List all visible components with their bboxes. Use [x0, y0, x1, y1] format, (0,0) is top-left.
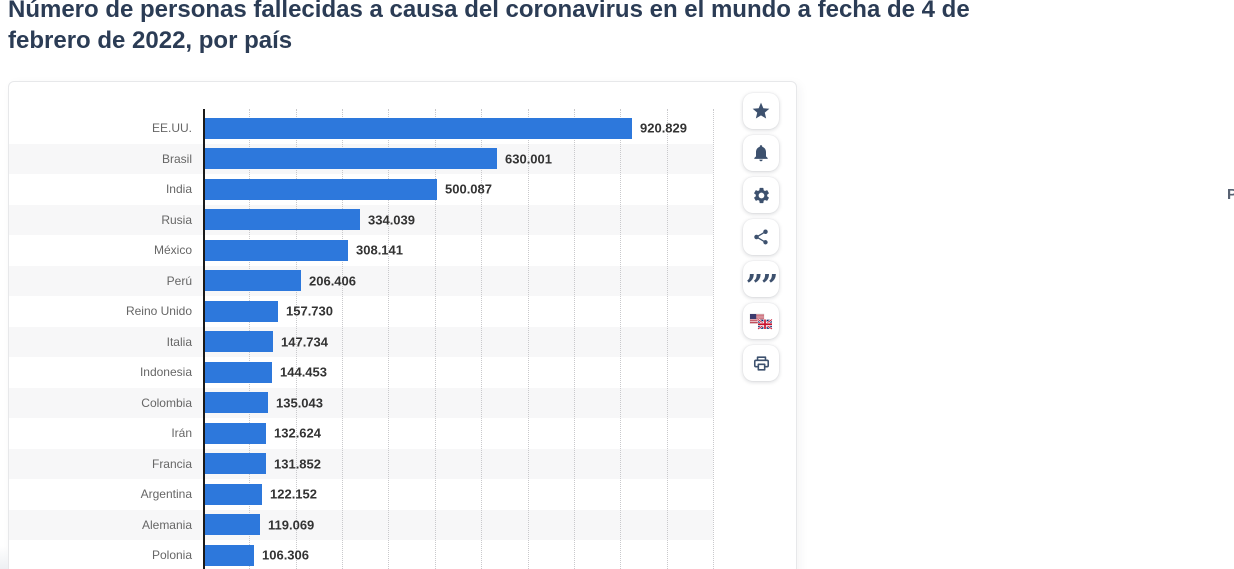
bar — [205, 270, 301, 292]
chart-row: Reino Unido 157.730 — [9, 296, 713, 327]
plot-cell: 131.852 — [203, 449, 713, 480]
plot-cell: 920.829 — [203, 113, 713, 144]
category-label: Italia — [166, 334, 192, 349]
bar — [205, 453, 266, 475]
bar — [205, 544, 254, 566]
category-label: Argentina — [140, 487, 192, 502]
bar-chart: EE.UU. 920.829 Brasil 630.001 India 500.087 Ru… — [9, 113, 713, 569]
plot-cell: 206.406 — [203, 266, 713, 297]
category-label: Brasil — [161, 151, 192, 166]
chart-row: Indonesia 144.453 — [9, 357, 713, 388]
favorite-button[interactable] — [743, 93, 779, 129]
plot-cell: 334.039 — [203, 205, 713, 236]
bar — [205, 514, 260, 536]
cite-button[interactable]: ”” — [743, 261, 779, 304]
chart-card: EE.UU. 920.829 Brasil 630.001 India 500.087 Ru… — [8, 81, 797, 569]
value-label: 630.001 — [505, 151, 552, 167]
quote-icon: ”” — [745, 269, 778, 304]
plot-cell: 157.730 — [203, 296, 713, 327]
bell-icon — [751, 143, 771, 163]
bar — [205, 148, 497, 170]
gear-icon — [752, 186, 771, 205]
bar — [205, 331, 273, 353]
chart-row: México 308.141 — [9, 235, 713, 266]
printer-icon — [752, 354, 771, 373]
category-label: Reino Unido — [125, 304, 192, 319]
value-label: 500.087 — [445, 181, 492, 197]
plot-cell: 132.624 — [203, 418, 713, 449]
bar — [205, 209, 360, 231]
bar — [205, 361, 272, 383]
page-title-line2: febrero de 2022, por país — [8, 27, 293, 54]
category-label: Irán — [171, 426, 192, 441]
chart-side-toolbar: ”” — [743, 93, 779, 381]
share-button[interactable] — [743, 219, 779, 255]
chart-row: Perú 206.406 — [9, 265, 713, 297]
settings-button[interactable] — [743, 177, 779, 213]
chart-row: Colombia 135.043 — [9, 387, 713, 419]
bar — [205, 239, 348, 261]
value-label: 131.852 — [274, 456, 321, 472]
category-label: Indonesia — [139, 365, 192, 380]
chart-row: Brasil 630.001 — [9, 143, 713, 175]
page-title: Número de personas fallecidas a causa de… — [8, 0, 1208, 56]
plot-cell: 144.453 — [203, 357, 713, 388]
category-label: EE.UU. — [151, 121, 192, 136]
chart-row: Francia 131.852 — [9, 448, 713, 480]
plot-cell: 630.001 — [203, 144, 713, 175]
star-icon — [751, 101, 771, 121]
value-label: 135.043 — [276, 395, 323, 411]
bar — [205, 422, 266, 444]
share-icon — [752, 228, 770, 246]
bar — [205, 117, 632, 139]
value-label: 147.734 — [281, 334, 328, 350]
category-label: México — [153, 243, 192, 258]
category-label: Francia — [151, 456, 192, 471]
category-label: India — [165, 182, 192, 197]
chart-row: Irán 132.624 — [9, 418, 713, 449]
value-label: 308.141 — [356, 242, 403, 258]
chart-row: Polonia 106.306 — [9, 540, 713, 569]
plot-cell: 135.043 — [203, 388, 713, 419]
category-label: Colombia — [141, 395, 192, 410]
bar — [205, 178, 437, 200]
bottom-left-shadow — [0, 546, 8, 569]
gridline — [713, 109, 714, 569]
value-label: 144.453 — [280, 364, 327, 380]
value-label: 334.039 — [368, 212, 415, 228]
chart-row: EE.UU. 920.829 — [9, 113, 713, 144]
plot-cell: 147.734 — [203, 327, 713, 358]
chart-row: Italia 147.734 — [9, 326, 713, 358]
bar — [205, 392, 268, 414]
bar — [205, 483, 262, 505]
category-label: Alemania — [141, 517, 192, 532]
category-label: Perú — [166, 273, 192, 288]
value-label: 106.306 — [262, 547, 309, 563]
chart-row: Argentina 122.152 — [9, 479, 713, 510]
plot-cell: 500.087 — [203, 174, 713, 205]
plot-cell: 308.141 — [203, 235, 713, 266]
plot-cell: 106.306 — [203, 540, 713, 569]
page-title-line1: Número de personas fallecidas a causa de… — [8, 0, 970, 23]
notifications-button[interactable] — [743, 135, 779, 171]
chart-row: Alemania 119.069 — [9, 509, 713, 541]
value-label: 122.152 — [270, 486, 317, 502]
language-button[interactable] — [743, 303, 779, 339]
value-label: 119.069 — [268, 517, 315, 533]
clipped-right-edge-text: P — [1227, 186, 1234, 203]
chart-row: Rusia 334.039 — [9, 204, 713, 236]
category-label: Polonia — [151, 548, 192, 563]
value-label: 132.624 — [274, 425, 321, 441]
chart-row: India 500.087 — [9, 174, 713, 205]
bar — [205, 300, 278, 322]
value-label: 157.730 — [286, 303, 333, 319]
us-uk-flag-icon — [749, 313, 773, 330]
print-button[interactable] — [743, 345, 779, 381]
value-label: 920.829 — [640, 120, 687, 136]
value-label: 206.406 — [309, 273, 356, 289]
plot-cell: 122.152 — [203, 479, 713, 510]
plot-cell: 119.069 — [203, 510, 713, 541]
category-label: Rusia — [161, 212, 192, 227]
